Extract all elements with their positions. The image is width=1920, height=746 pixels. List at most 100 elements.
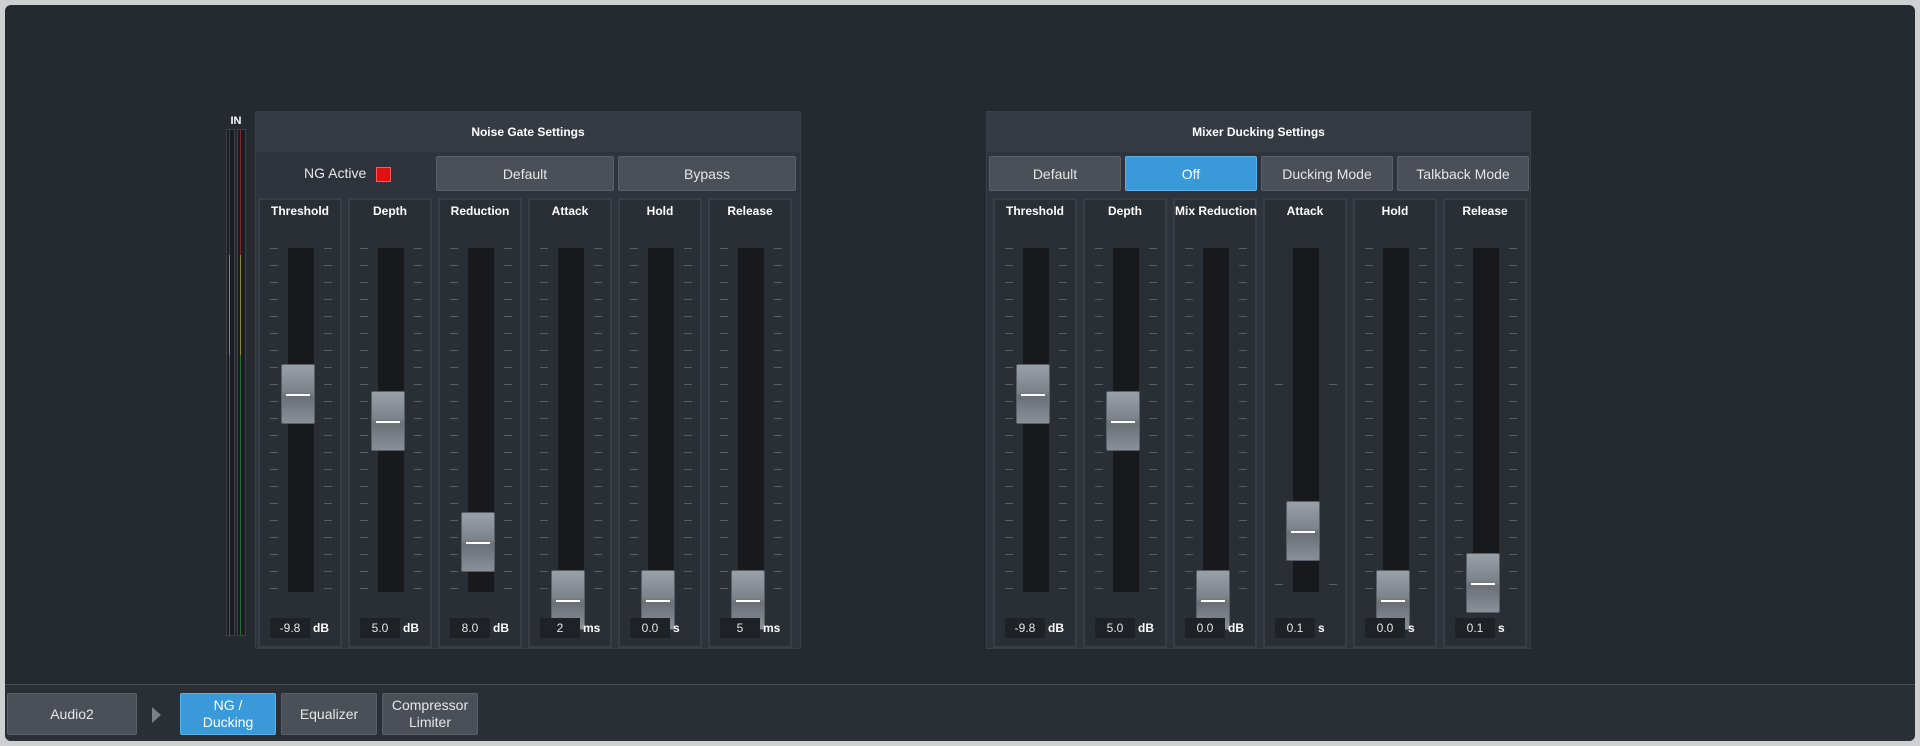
duck-slider-attack[interactable]: Attack 0.1 s [1263,198,1347,648]
slider-scale-tick [414,367,422,368]
slider-scale-tick [1365,248,1373,249]
slider-scale-tick [1005,486,1013,487]
slider-unit: dB [493,621,509,635]
slider-scale-tick [684,469,692,470]
slider-scale-tick [630,520,638,521]
ng-bypass-button[interactable]: Bypass [618,156,796,191]
slider-scale-tick [720,452,728,453]
slider-handle[interactable] [1106,391,1140,452]
slider-scale-tick [1095,248,1103,249]
slider-scale-tick [630,469,638,470]
slider-scale-tick [1095,537,1103,538]
slider-scale-tick [774,503,782,504]
slider-scale-tick [1419,588,1427,589]
slider-track[interactable] [648,248,674,592]
slider-scale-tick [594,282,602,283]
slider-scale-tick [774,333,782,334]
talkback-mode-button[interactable]: Talkback Mode [1397,156,1529,191]
slider-scale-tick [1419,350,1427,351]
slider-value[interactable]: 5 [720,618,760,638]
slider-handle[interactable] [1466,552,1500,613]
slider-scale-tick [1005,350,1013,351]
source-button[interactable]: Audio2 [7,693,137,735]
slider-scale-tick [1455,384,1463,385]
ng-slider-depth[interactable]: Depth 5.0 dB [348,198,432,648]
slider-track[interactable] [558,248,584,592]
slider-track[interactable] [1203,248,1229,592]
duck-slider-mix-reduction[interactable]: Mix Reduction 0.0 dB [1173,198,1257,648]
slider-value[interactable]: 0.0 [1365,618,1405,638]
slider-value[interactable]: 2 [540,618,580,638]
ducking-off-button[interactable]: Off [1125,156,1257,191]
slider-title: Attack [1286,204,1324,218]
ng-slider-attack[interactable]: Attack 2 ms [528,198,612,648]
slider-scale-tick [594,350,602,351]
slider-scale-tick [1095,486,1103,487]
slider-scale-tick [1419,401,1427,402]
slider-value[interactable]: 8.0 [450,618,490,638]
slider-handle[interactable] [281,363,315,424]
duck-slider-depth[interactable]: Depth 5.0 dB [1083,198,1167,648]
slider-scale-tick [1059,367,1067,368]
ducking-default-button[interactable]: Default [989,156,1121,191]
slider-scale-tick [270,299,278,300]
slider-scale-tick [774,469,782,470]
slider-scale-tick [1455,486,1463,487]
slider-value[interactable]: 0.1 [1275,618,1315,638]
duck-slider-release[interactable]: Release 0.1 s [1443,198,1527,648]
slider-scale-tick [1509,520,1517,521]
tab-compressor-limiter[interactable]: Compressor Limiter [382,693,478,735]
slider-scale-tick [1509,316,1517,317]
slider-scale-tick [774,418,782,419]
slider-scale-tick [1419,367,1427,368]
slider-value[interactable]: 5.0 [360,618,400,638]
duck-slider-threshold[interactable]: Threshold -9.8 dB [993,198,1077,648]
input-meter-right-bar [237,129,246,636]
slider-scale-tick [360,248,368,249]
tab-equalizer[interactable]: Equalizer [281,693,377,735]
slider-value[interactable]: 0.0 [630,618,670,638]
ng-slider-reduction[interactable]: Reduction 8.0 dB [438,198,522,648]
slider-scale-tick [1239,367,1247,368]
slider-scale-tick [1365,435,1373,436]
slider-title: Release [1462,204,1508,218]
slider-scale-tick [504,486,512,487]
slider-scale-tick [774,571,782,572]
slider-handle[interactable] [1286,501,1320,562]
tab-ng-ducking[interactable]: NG / Ducking [180,693,276,735]
slider-value[interactable]: -9.8 [270,618,310,638]
slider-scale-tick [1455,333,1463,334]
ng-slider-hold[interactable]: Hold 0.0 s [618,198,702,648]
ng-slider-threshold[interactable]: Threshold -9.8 dB [258,198,342,648]
ducking-mode-button[interactable]: Ducking Mode [1261,156,1393,191]
slider-value[interactable]: 0.0 [1185,618,1225,638]
slider-title: Threshold [1005,204,1064,218]
slider-scale-tick [1149,452,1157,453]
ng-slider-release[interactable]: Release 5 ms [708,198,792,648]
slider-scale-tick [774,588,782,589]
slider-handle[interactable] [461,511,495,572]
slider-scale-tick [504,333,512,334]
slider-scale-tick [540,248,548,249]
slider-scale-tick [1365,452,1373,453]
slider-handle[interactable] [371,391,405,452]
slider-handle[interactable] [1016,363,1050,424]
duck-slider-hold[interactable]: Hold 0.0 s [1353,198,1437,648]
ng-default-button[interactable]: Default [436,156,614,191]
slider-scale-tick [684,401,692,402]
slider-track[interactable] [1383,248,1409,592]
slider-track[interactable] [1473,248,1499,592]
slider-value[interactable]: 5.0 [1095,618,1135,638]
slider-value[interactable]: -9.8 [1005,618,1045,638]
slider-value[interactable]: 0.1 [1455,618,1495,638]
slider-scale-tick [1239,265,1247,266]
slider-scale-tick [504,384,512,385]
slider-scale-tick [1365,384,1373,385]
slider-track[interactable] [738,248,764,592]
slider-scale-tick [1149,469,1157,470]
slider-scale-tick [630,435,638,436]
slider-scale-tick [1059,248,1067,249]
slider-scale-tick [1005,554,1013,555]
slider-scale-tick [684,435,692,436]
slider-scale-tick [774,299,782,300]
